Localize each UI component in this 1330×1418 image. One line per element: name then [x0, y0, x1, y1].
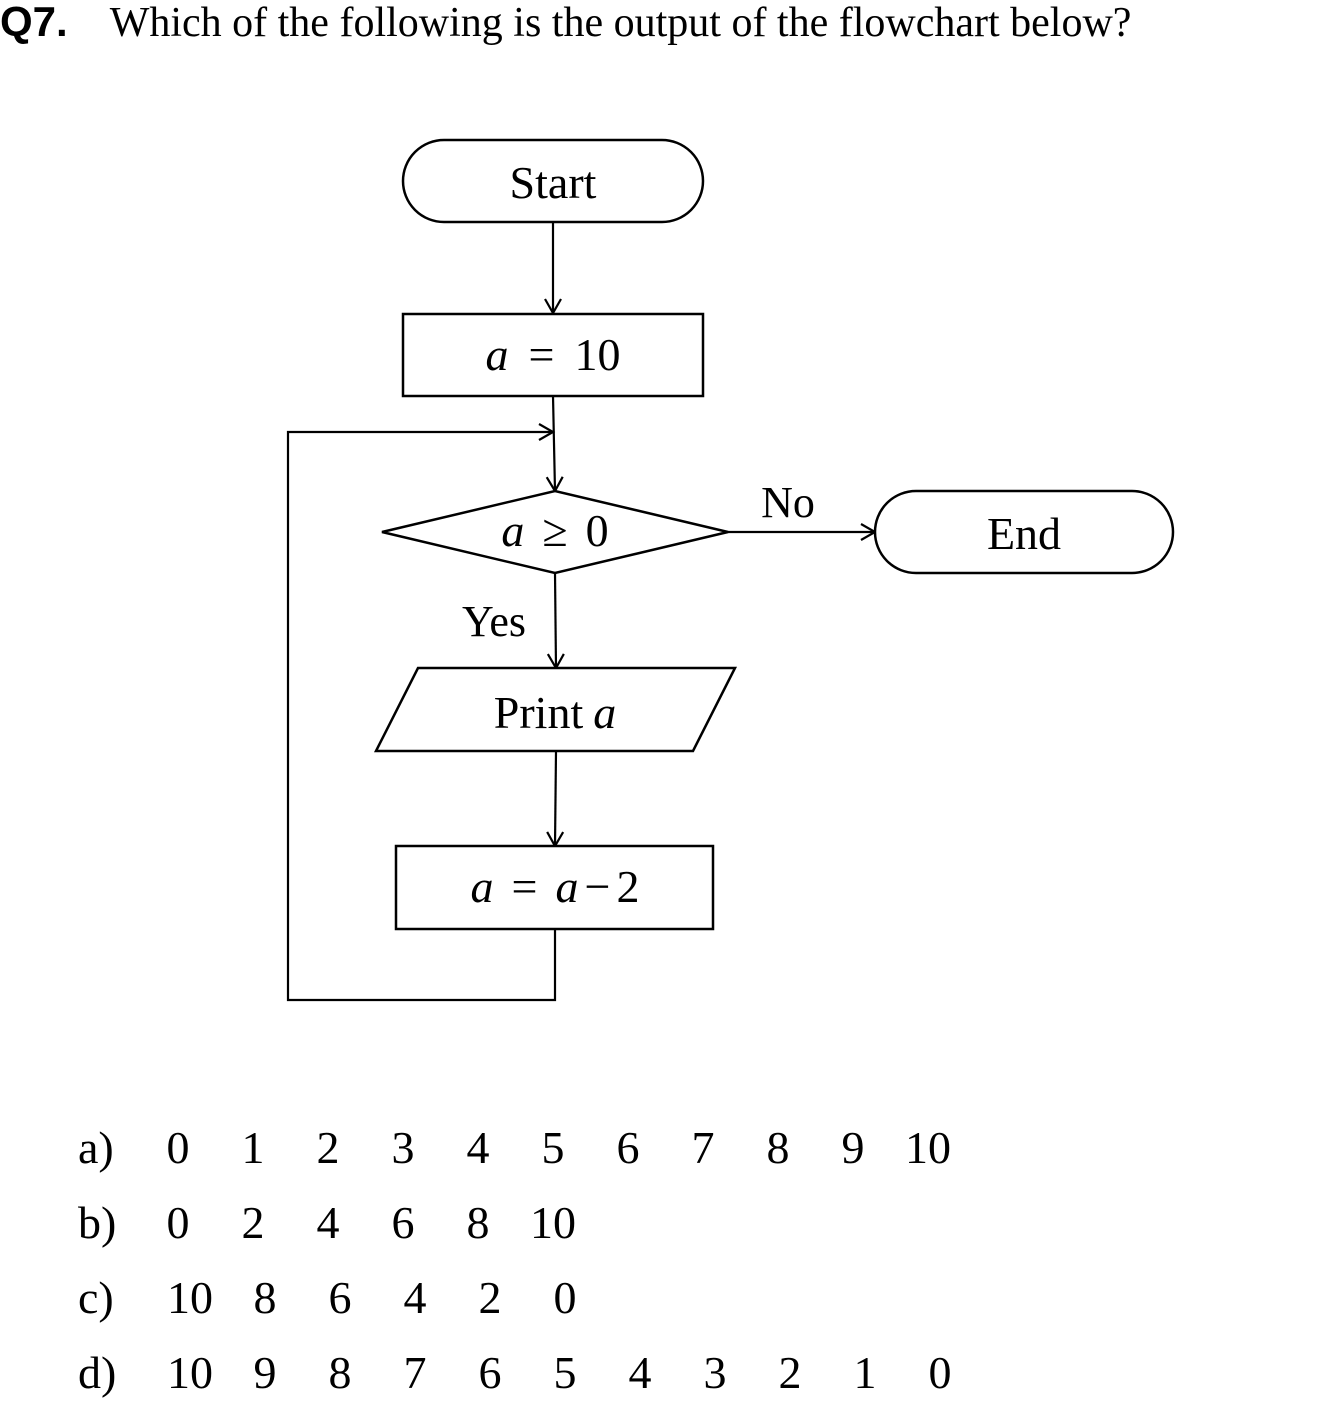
- answer-option-value: 8: [253, 1272, 277, 1323]
- answer-option-label: b): [78, 1197, 117, 1248]
- answer-option-value: 10: [167, 1272, 213, 1323]
- answer-option-value: 3: [391, 1122, 415, 1173]
- answer-option-value: 0: [553, 1272, 577, 1323]
- update-process-box: [394, 844, 715, 931]
- question-number: Q7.: [0, 0, 68, 45]
- answer-option-value: 2: [778, 1347, 802, 1398]
- answer-option-value: 1: [241, 1122, 265, 1173]
- init-process-box: [401, 312, 705, 398]
- answer-option-value: 6: [478, 1347, 502, 1398]
- print-statement: Print a: [494, 687, 616, 738]
- answer-option-label: c): [78, 1272, 114, 1323]
- answer-option-value: 4: [466, 1122, 490, 1173]
- loop-back-line: [286, 423, 557, 1002]
- answer-option-value: 4: [316, 1197, 340, 1248]
- question-text: Which of the following is the output of …: [109, 0, 1132, 46]
- print-io-box: [373, 666, 738, 753]
- answer-option-value: 6: [616, 1122, 640, 1173]
- answer-option-value: 0: [928, 1347, 952, 1398]
- question-header: Q7. Which of the following is the output …: [0, 0, 1330, 46]
- answer-option-value: 2: [316, 1122, 340, 1173]
- answer-option-value: 4: [628, 1347, 652, 1398]
- answer-option-value: 2: [241, 1197, 265, 1248]
- init-expression: a = 10: [486, 329, 621, 380]
- answer-option-value: 9: [253, 1347, 277, 1398]
- decision-condition: a ≥0: [501, 505, 608, 556]
- answer-option-value: 7: [691, 1122, 715, 1173]
- answer-option-value: 10: [905, 1122, 951, 1173]
- answer-option-value: 8: [766, 1122, 790, 1173]
- flowchart: Start a = 10 a ≥0 No End Yes Print a a = a −2: [286, 138, 1175, 1002]
- answer-option-value: 8: [466, 1197, 490, 1248]
- answer-option-value: 3: [703, 1347, 727, 1398]
- arrow-init-to-decision: [545, 395, 564, 494]
- update-expression: a = a −2: [471, 861, 640, 912]
- answer-option-value: 10: [167, 1347, 213, 1398]
- answer-option-value: 10: [530, 1197, 576, 1248]
- answer-option-value: 0: [166, 1197, 190, 1248]
- answer-option-value: 6: [328, 1272, 352, 1323]
- answer-option-value: 6: [391, 1197, 415, 1248]
- answer-option-value: 9: [841, 1122, 865, 1173]
- arrow-print-to-update: [546, 750, 565, 849]
- answer-option-value: 1: [853, 1347, 877, 1398]
- start-label: Start: [510, 157, 597, 208]
- answer-option-value: 0: [166, 1122, 190, 1173]
- answer-option-value: 5: [553, 1347, 577, 1398]
- yes-label: Yes: [462, 597, 526, 646]
- end-terminal: [873, 489, 1175, 575]
- answer-option-value: 7: [403, 1347, 427, 1398]
- answer-option-value: 8: [328, 1347, 352, 1398]
- answer-option-label: d): [78, 1347, 117, 1398]
- answer-option-label: a): [78, 1122, 114, 1173]
- end-label: End: [987, 508, 1061, 559]
- no-label: No: [761, 478, 815, 527]
- arrow-yes-to-print: [546, 572, 565, 671]
- answer-option-value: 2: [478, 1272, 502, 1323]
- answer-option-value: 5: [541, 1122, 565, 1173]
- answer-option-value: 4: [403, 1272, 427, 1323]
